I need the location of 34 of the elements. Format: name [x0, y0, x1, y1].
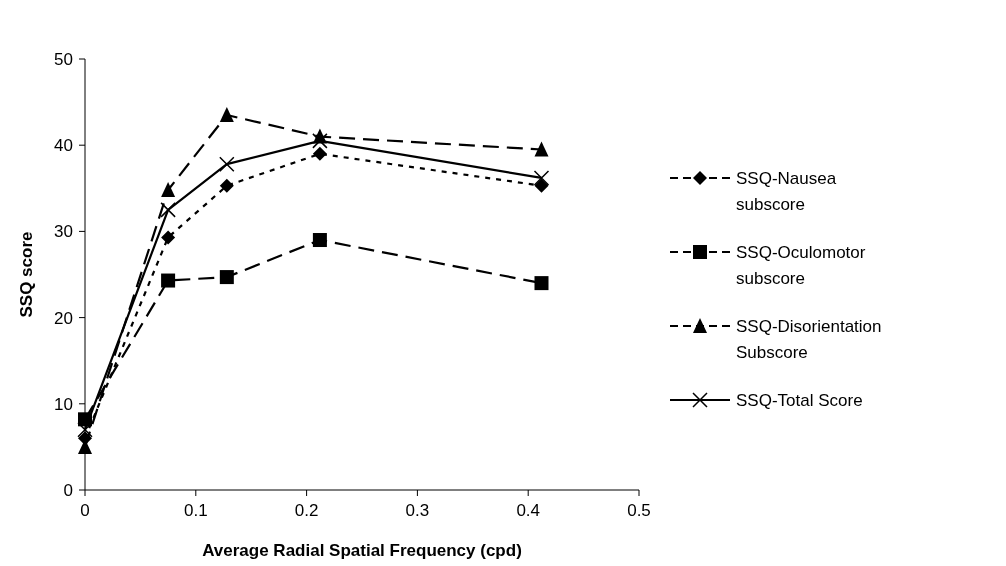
x-tick-label: 0.5: [627, 501, 651, 520]
y-tick-label: 0: [63, 481, 73, 500]
y-tick-label: 50: [54, 50, 73, 69]
point: [534, 141, 549, 157]
y-tick-label: 10: [54, 394, 73, 414]
x-tick-label: 0: [80, 501, 90, 520]
point: [161, 182, 176, 198]
point: [160, 202, 176, 218]
point: [161, 230, 176, 245]
y-tick-label: 40: [54, 136, 73, 156]
legend-label: SSQ-Oculomotor subscore: [736, 243, 866, 288]
point: [219, 156, 235, 172]
point: [219, 270, 234, 285]
x-tick-label: 0.2: [294, 501, 319, 520]
y-tick-label: 30: [54, 222, 73, 242]
point: [77, 421, 93, 438]
y-tick-label: 20: [54, 308, 73, 328]
legend-label: SSQ-Total Score: [736, 391, 863, 410]
point: [533, 170, 550, 186]
point: [161, 273, 176, 288]
point: [534, 276, 549, 291]
point: [312, 133, 328, 149]
x-tick-label: 0.4: [516, 501, 541, 520]
legend-label: SSQ-Nausea subscore: [736, 169, 837, 214]
legend-label: SSQ-Disorientation Subscore: [736, 317, 882, 362]
point: [312, 146, 327, 161]
point: [534, 178, 549, 193]
point: [219, 107, 234, 123]
y-axis-title: SSQ score: [17, 231, 36, 318]
x-axis-title: Average Radial Spatial Frequency (cpd): [202, 541, 522, 560]
x-tick-label: 0.1: [183, 501, 208, 520]
point: [219, 178, 234, 193]
x-tick-label: 0.3: [405, 501, 430, 520]
point: [312, 233, 327, 248]
